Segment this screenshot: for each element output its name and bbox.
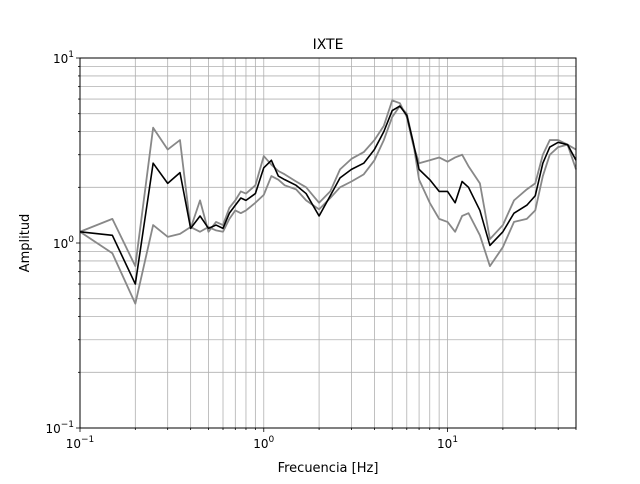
series-line-2: [79, 99, 577, 268]
axis-ticks: 10−1 100 101 10−1 100 101: [45, 50, 577, 451]
y-tick-label: 10−1: [45, 420, 74, 436]
x-tick-label: 10−1: [66, 435, 95, 451]
x-axis-label: Frecuencia [Hz]: [278, 461, 379, 476]
x-tick-label: 100: [253, 435, 274, 451]
y-axis-label: Amplitud: [18, 214, 33, 273]
y-tick-label: 101: [53, 50, 74, 66]
chart-title: IXTE: [313, 37, 344, 53]
grid: [79, 57, 577, 429]
y-tick-label: 100: [53, 235, 74, 251]
x-tick-label: 101: [437, 435, 458, 451]
series-group: [79, 99, 577, 305]
series-line-3: [79, 105, 577, 285]
